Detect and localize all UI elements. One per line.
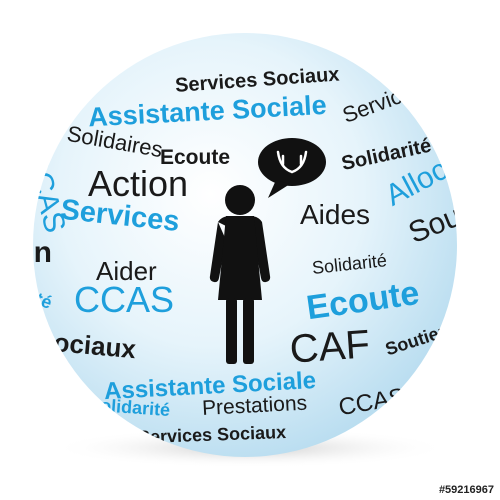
word-accueil: Accueil [0,171,36,206]
word-caf: CAF [288,322,371,371]
person-icon [209,185,271,364]
stock-id-label: #59216967 [438,484,494,496]
hands-icon [276,150,308,174]
word-soutien-left: Soutien [0,236,52,269]
word-aides: Aides [300,199,370,230]
word-action: Action [88,163,188,204]
speech-bubble-icon [258,138,326,198]
word-ecoute-top: Ecoute [160,146,230,169]
word-prestations: Prestations [202,392,308,420]
word-aider: Aider [96,256,157,286]
word-ccas-mid: CCAS [74,279,174,320]
